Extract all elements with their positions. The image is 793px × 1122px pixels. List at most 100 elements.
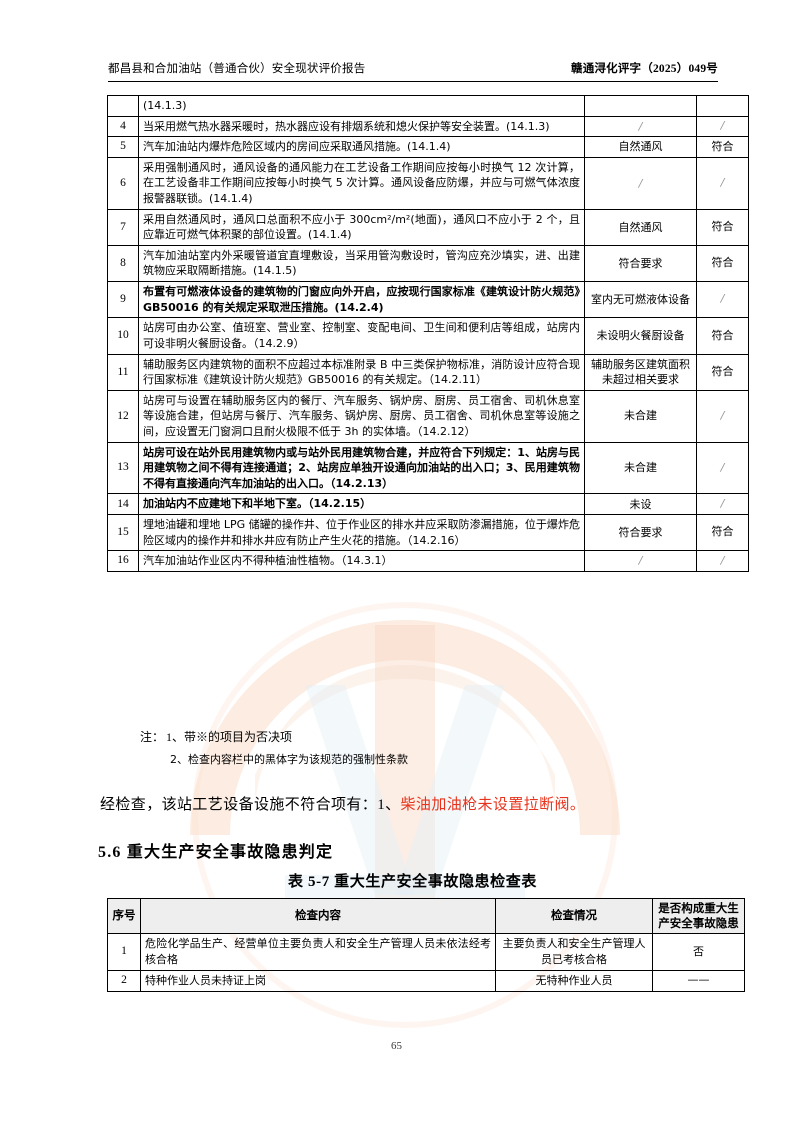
row-content: 站房可由办公室、值班室、营业室、控制室、变配电间、卫生间和便利店等组成，站房内可…: [138, 317, 585, 355]
row-number: 9: [107, 281, 139, 319]
row-situation: /: [584, 115, 697, 138]
table-row: 2 特种作业人员未持证上岗 无特种作业人员 ——: [107, 969, 745, 992]
table-row: 15 埋地油罐和埋地 LPG 储罐的操作井、位于作业区的排水井应采取防渗漏措施，…: [107, 514, 749, 552]
row-result: /: [696, 156, 749, 210]
row-result: 符合: [696, 136, 749, 158]
table-notes: 注： 1、带※的项目为否决项 2、检查内容栏中的黑体字为该规范的强制性条款: [108, 726, 718, 771]
header-cell-situation: 检查情况: [495, 898, 653, 934]
header-divider: [108, 81, 718, 82]
checklist-table-body: (14.1.3) 4 当采用燃气热水器采暖时，热水器应设有排烟系统和熄火保护等安…: [107, 95, 749, 572]
table-row: 8 汽车加油站室内外采暖管道宜直埋敷设，当采用管沟敷设时，管沟应充沙填实，进、出…: [107, 244, 749, 283]
note-text-2: 2、检查内容栏中的黑体字为该规范的强制性条款: [170, 753, 408, 767]
running-header: 都昌县和合加油站（普通合伙）安全现状评价报告 赣通浔化评字（2025）049号: [108, 60, 718, 76]
row-number: 15: [107, 514, 139, 552]
row-content: 当采用燃气热水器采暖时，热水器应设有排烟系统和熄火保护等安全装置。(14.1.3…: [138, 115, 585, 138]
table-row: 7 采用自然通风时，通风口总面积不应小于 300cm²/m²(地面)，通风口不应…: [107, 208, 749, 246]
row-result: 符合: [696, 514, 749, 552]
row-result: 符合: [696, 317, 749, 355]
hazard-table-head: 序号 检查内容 检查情况 是否构成重大生产安全事故隐患: [107, 898, 745, 934]
row-content: 特种作业人员未持证上岗: [140, 969, 496, 992]
row-number: 7: [107, 208, 139, 246]
row-content: 采用强制通风时，通风设备的通风能力在工艺设备工作期间应按每小时换气 12 次计算…: [138, 156, 585, 210]
row-content: (14.1.3): [138, 95, 585, 117]
row-number: 12: [107, 389, 139, 443]
row-number: 5: [107, 136, 139, 158]
row-result: /: [696, 115, 749, 138]
row-number: 11: [107, 353, 139, 391]
row-number: 8: [107, 244, 139, 283]
conclusion-prefix: 经检查，该站工艺设备设施不符合项有：1、: [100, 797, 401, 813]
row-number: 4: [107, 115, 139, 138]
row-situation: 未设明火餐厨设备: [584, 317, 697, 355]
header-cell-content: 检查内容: [140, 898, 496, 934]
row-content: 辅助服务区内建筑物的面积不应超过本标准附录 B 中三类保护物标准，消防设计应符合…: [138, 353, 585, 391]
row-judgement: ——: [652, 969, 745, 992]
conclusion-highlight: 柴油加油枪未设置拉断阀。: [400, 797, 586, 813]
hazard-table-body: 1 危险化学品生产、经营单位主要负责人和安全生产管理人员未依法经考核合格 主要负…: [107, 932, 745, 992]
row-result: 符合: [696, 208, 749, 246]
header-doc-number: 赣通浔化评字（2025）049号: [571, 63, 718, 75]
row-result: 符合: [696, 244, 749, 283]
row-situation: 未合建: [584, 389, 697, 443]
row-situation: 未设: [584, 493, 697, 516]
table-row: 14 加油站内不应建地下和半地下室。（14.2.15） 未设 /: [107, 493, 749, 516]
table-row: 5 汽车加油站内爆炸危险区域内的房间应采取通风措施。(14.1.4) 自然通风 …: [107, 136, 749, 158]
row-number: 14: [107, 493, 139, 516]
row-content: 汽车加油站作业区内不得种植油性植物。（14.3.1）: [138, 550, 585, 572]
row-content: 汽车加油站室内外采暖管道宜直埋敷设，当采用管沟敷设时，管沟应充沙填实，进、出建筑…: [138, 244, 585, 283]
row-number: 1: [107, 932, 141, 971]
row-content: 危险化学品生产、经营单位主要负责人和安全生产管理人员未依法经考核合格: [140, 932, 496, 971]
row-result: /: [696, 493, 749, 516]
row-number: 13: [107, 441, 139, 495]
header-title-left: 都昌县和合加油站（普通合伙）安全现状评价报告: [108, 63, 366, 75]
row-content: 加油站内不应建地下和半地下室。（14.2.15）: [138, 493, 585, 516]
row-content: 埋地油罐和埋地 LPG 储罐的操作井、位于作业区的排水井应采取防渗漏措施，位于爆…: [138, 514, 585, 552]
row-result: /: [696, 550, 749, 572]
row-situation: /: [584, 156, 697, 210]
table-row: 10 站房可由办公室、值班室、营业室、控制室、变配电间、卫生间和便利店等组成，站…: [107, 317, 749, 355]
row-situation: 主要负责人和安全生产管理人员已考核合格: [495, 932, 653, 971]
row-situation: 未合建: [584, 441, 697, 495]
row-number: 6: [107, 156, 139, 210]
row-content: 采用自然通风时，通风口总面积不应小于 300cm²/m²(地面)，通风口不应小于…: [138, 208, 585, 246]
row-situation: 无特种作业人员: [495, 969, 653, 992]
table-row: 11 辅助服务区内建筑物的面积不应超过本标准附录 B 中三类保护物标准，消防设计…: [107, 353, 749, 391]
row-situation: [584, 95, 697, 117]
row-number: 16: [107, 550, 139, 572]
row-result: /: [696, 389, 749, 443]
table-row: 9 布置有可燃液体设备的建筑物的门窗应向外开启，应按现行国家标准《建筑设计防火规…: [107, 281, 749, 319]
row-situation: 室内无可燃液体设备: [584, 281, 697, 319]
row-content: 站房可与设置在辅助服务区内的餐厅、汽车服务、锅炉房、厨房、员工宿舍、司机休息室等…: [138, 389, 585, 443]
table-row: 16 汽车加油站作业区内不得种植油性植物。（14.3.1） / /: [107, 550, 749, 572]
hazard-table: 序号 检查内容 检查情况 是否构成重大生产安全事故隐患 1 危险化学品生产、经营…: [107, 898, 745, 992]
table-row: 4 当采用燃气热水器采暖时，热水器应设有排烟系统和熄火保护等安全装置。(14.1…: [107, 115, 749, 138]
row-situation: 自然通风: [584, 208, 697, 246]
row-result: /: [696, 281, 749, 319]
table-row: 12 站房可与设置在辅助服务区内的餐厅、汽车服务、锅炉房、厨房、员工宿舍、司机休…: [107, 389, 749, 443]
note-label: 注：: [140, 730, 165, 744]
table-header-row: 序号 检查内容 检查情况 是否构成重大生产安全事故隐患: [107, 898, 745, 934]
row-content: 站房可设在站外民用建筑物内或与站外民用建筑物合建，并应符合下列规定：1、站房与民…: [138, 441, 585, 495]
row-content: 汽车加油站内爆炸危险区域内的房间应采取通风措施。(14.1.4): [138, 136, 585, 158]
table-row: 13 站房可设在站外民用建筑物内或与站外民用建筑物合建，并应符合下列规定：1、站…: [107, 441, 749, 495]
note-text-1: 1、带※的项目为否决项: [166, 730, 293, 744]
row-judgement: 否: [652, 932, 745, 971]
row-situation: 辅助服务区建筑面积未超过相关要求: [584, 353, 697, 391]
header-cell-judgement: 是否构成重大生产安全事故隐患: [652, 898, 745, 934]
row-content: 布置有可燃液体设备的建筑物的门窗应向外开启，应按现行国家标准《建筑设计防火规范》…: [138, 281, 585, 319]
row-situation: 符合要求: [584, 514, 697, 552]
hazard-table-caption: 表 5-7 重大生产安全事故隐患检查表: [288, 874, 537, 890]
conclusion-paragraph: 经检查，该站工艺设备设施不符合项有：1、柴油加油枪未设置拉断阀。: [100, 793, 725, 814]
note-line-1: 注： 1、带※的项目为否决项: [108, 726, 718, 749]
row-result: /: [696, 441, 749, 495]
row-result: 符合: [696, 353, 749, 391]
row-number: [107, 95, 139, 117]
page-number: 65: [391, 1040, 402, 1052]
row-situation: /: [584, 550, 697, 572]
header-cell-number: 序号: [107, 898, 141, 934]
row-situation: 符合要求: [584, 244, 697, 283]
row-situation: 自然通风: [584, 136, 697, 158]
table-row: 6 采用强制通风时，通风设备的通风能力在工艺设备工作期间应按每小时换气 12 次…: [107, 156, 749, 210]
watermark-seal: [190, 602, 620, 1028]
